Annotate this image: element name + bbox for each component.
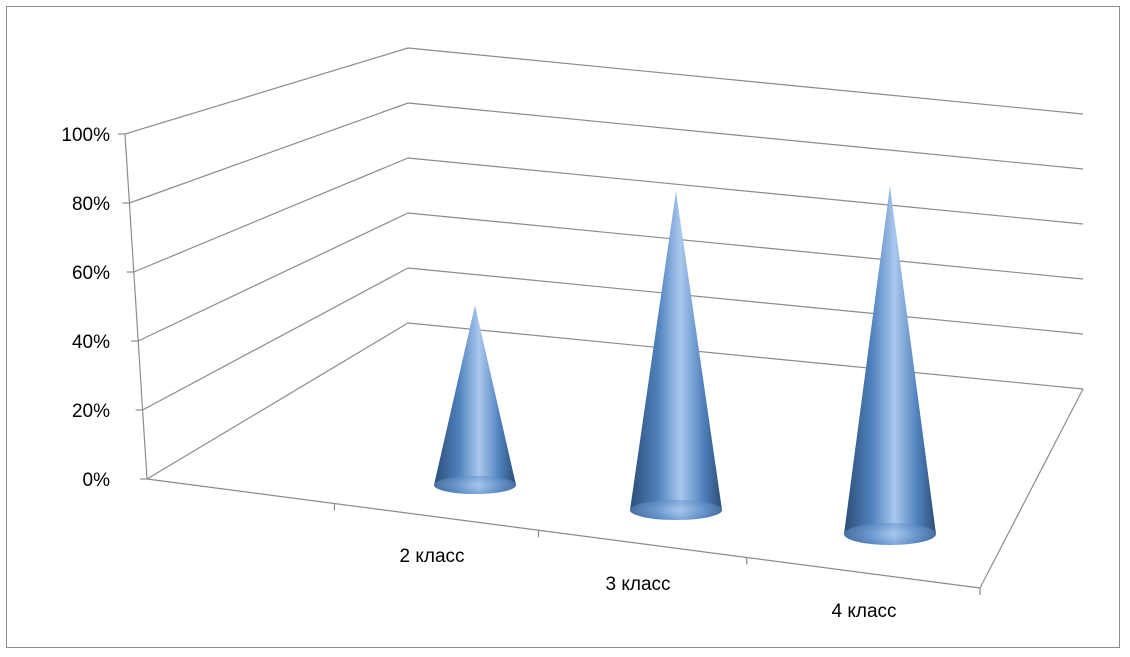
cone-base: [434, 476, 516, 494]
x-category-label: 2 класс: [399, 546, 464, 567]
cone-bar: [434, 305, 516, 494]
floor-right-edge: [979, 388, 1084, 589]
x-axis-line: [146, 478, 981, 589]
cone-body: [434, 305, 516, 494]
cone-base: [844, 523, 936, 545]
y-tick-label: 20%: [72, 401, 110, 422]
cone-body: [630, 191, 722, 520]
y-tick-label: 60%: [72, 263, 110, 284]
x-category-label: 4 класс: [831, 601, 896, 622]
side-gridline: [124, 47, 409, 135]
back-gridline: [407, 322, 1084, 390]
back-gridline: [407, 212, 1084, 280]
back-gridline: [407, 47, 1084, 115]
y-tick-label: 40%: [72, 332, 110, 353]
side-gridline: [133, 157, 409, 273]
y-tick-label: 80%: [72, 194, 110, 215]
chart-frame: [6, 6, 1120, 648]
y-tick-label: 0%: [83, 470, 111, 491]
side-gridline: [142, 267, 409, 411]
cone-body: [844, 186, 936, 546]
x-category-label: 3 класс: [605, 574, 670, 595]
back-gridline: [407, 267, 1084, 335]
y-axis-line: [124, 133, 148, 480]
y-tick-label: 100%: [61, 125, 110, 146]
back-gridline: [407, 157, 1084, 225]
side-gridline: [137, 212, 409, 342]
cone-bar: [630, 191, 722, 520]
side-gridline: [129, 102, 409, 204]
back-gridline: [407, 102, 1084, 170]
cone-bar: [844, 186, 936, 546]
cone-base: [630, 500, 722, 520]
side-gridline: [146, 322, 409, 480]
